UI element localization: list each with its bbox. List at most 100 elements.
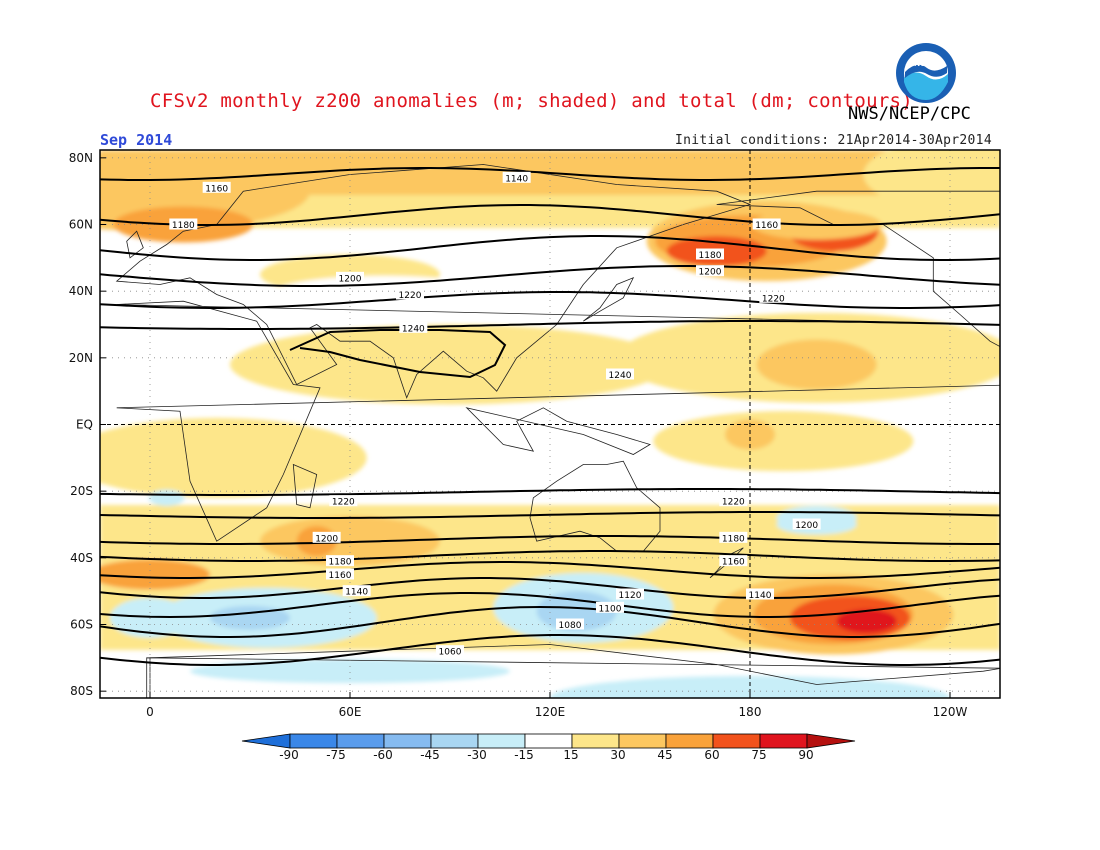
eurasia-coast xyxy=(115,164,752,399)
contour-1060-south xyxy=(100,634,1000,666)
agency-label: NWS/NCEP/CPC xyxy=(848,104,971,124)
anomaly-blob xyxy=(263,275,504,320)
contour-label-bg xyxy=(396,288,424,300)
colorbar-swatch xyxy=(665,733,714,749)
colorbar-label: 90 xyxy=(798,748,813,762)
contour-label: 1240 xyxy=(402,324,425,334)
colorbar-label: 45 xyxy=(657,748,672,762)
contour-label: 1160 xyxy=(755,221,778,231)
logo-text: NOAA xyxy=(914,59,938,68)
contour-1080-south xyxy=(100,605,1000,638)
africa-coast xyxy=(116,300,1000,542)
contour-label: 1160 xyxy=(722,558,745,568)
anomaly-blob xyxy=(653,411,914,472)
contour-label-bg xyxy=(719,495,748,507)
lon-tick-label: 180 xyxy=(739,705,762,719)
indonesia-coast xyxy=(465,407,651,455)
contour-label: 1060 xyxy=(439,648,462,658)
contour-label: 1180 xyxy=(172,221,195,231)
colorbar-max-arrow xyxy=(806,733,856,749)
contour-label-bg xyxy=(329,495,358,507)
colorbar-swatch xyxy=(430,733,479,749)
contour-label-bg xyxy=(752,218,781,230)
colorbar-swatch xyxy=(477,733,526,749)
lon-tick-label: 0 xyxy=(146,705,154,719)
lat-tick-label: 40N xyxy=(69,284,93,298)
lon-tick-label: 120W xyxy=(933,705,968,719)
colorbar-swatch xyxy=(618,733,667,749)
anomaly-blob xyxy=(863,150,1000,215)
coastlines xyxy=(115,164,1000,698)
contour-label-bg xyxy=(436,645,464,657)
contour-label-bg xyxy=(169,218,198,230)
lat-tick-label: 20S xyxy=(70,484,93,498)
contour-1120-south xyxy=(100,577,1000,599)
contour-1180-south xyxy=(100,535,1000,545)
colorbar-swatch xyxy=(759,733,808,749)
contour-label-bg xyxy=(326,555,354,567)
contour-1180-north xyxy=(100,235,1000,261)
noaa-logo: NOAA xyxy=(896,43,956,103)
colorbar-label: -30 xyxy=(467,748,487,762)
contour-label-bg xyxy=(1069,169,1097,180)
contour-label: 1200 xyxy=(1045,274,1068,284)
valid-month-label: Sep 2014 xyxy=(100,131,173,149)
lat-tick-label: 40S xyxy=(70,551,93,565)
colorbar-label: 15 xyxy=(563,748,578,762)
contour-1100-south xyxy=(100,592,1000,619)
contour-label: 1140 xyxy=(345,588,368,598)
lon-tick-label: 120E xyxy=(535,705,566,719)
contour-1160-south xyxy=(100,550,1000,562)
lat-tick-label: 80N xyxy=(69,151,93,165)
contour-1140-north xyxy=(100,167,1000,181)
contour-label: 1240 xyxy=(609,371,632,381)
contour-label-bg xyxy=(326,568,354,580)
lat-tick-label: 20N xyxy=(69,351,93,365)
contour-label: 1080 xyxy=(559,621,582,631)
contour-label-bg xyxy=(696,265,724,277)
colorbar: -90 -75 -60 -45 -30 -15 15 30 45 60 75 90 xyxy=(241,733,856,762)
lat-tick-label: EQ xyxy=(76,418,93,432)
anomaly-blob xyxy=(110,597,190,638)
contour-labels: 1160 1140 1140 1180 1160 1160 1180 1180 1200 1200… xyxy=(169,169,1097,658)
contour-1220-north xyxy=(100,291,1000,309)
contour-1140-south xyxy=(100,561,1000,579)
colorbar-label: -75 xyxy=(326,748,346,762)
anomaly-blob xyxy=(1023,256,1100,306)
contour-label-bg xyxy=(502,171,531,183)
contour-label-bg xyxy=(336,271,364,283)
contour-label: 1220 xyxy=(722,498,745,508)
contour-label-bg xyxy=(342,585,371,597)
contour-label: 1160 xyxy=(329,571,352,581)
contour-1200-north xyxy=(100,265,1000,287)
contour-label: 1160 xyxy=(205,184,228,194)
map-title: CFSv2 monthly z200 anomalies (m; shaded)… xyxy=(150,90,914,112)
contour-label: 1180 xyxy=(722,534,745,544)
anomaly-blob xyxy=(190,659,510,684)
contour-label-bg xyxy=(719,531,748,543)
colorbar-swatch xyxy=(383,733,432,749)
contour-label: 1180 xyxy=(699,251,722,261)
contour-1200-south xyxy=(100,511,1000,519)
colorbar-swatch xyxy=(289,733,338,749)
contour-label: 1140 xyxy=(505,174,528,184)
contour-1240-north xyxy=(100,320,1000,330)
colorbar-swatch xyxy=(571,733,620,749)
contour-label: 1120 xyxy=(619,591,642,601)
anomaly-blob xyxy=(230,324,670,405)
anomaly-blob xyxy=(550,675,950,698)
contour-1240-loop xyxy=(289,329,507,379)
anomaly-blob xyxy=(1050,418,1100,498)
colorbar-label: 30 xyxy=(610,748,625,762)
contour-label-bg xyxy=(596,601,624,613)
north-america-coast xyxy=(716,190,1000,348)
anomaly-blob xyxy=(1073,271,1100,311)
contour-label-bg xyxy=(312,531,341,543)
contour-1220-south xyxy=(100,488,1000,496)
madagascar-coast xyxy=(292,463,318,509)
lat-tick-label: 80S xyxy=(70,684,93,698)
contour-label-bg xyxy=(399,321,428,333)
contour-label: 1200 xyxy=(699,268,722,278)
british-isles-coast xyxy=(126,230,144,259)
